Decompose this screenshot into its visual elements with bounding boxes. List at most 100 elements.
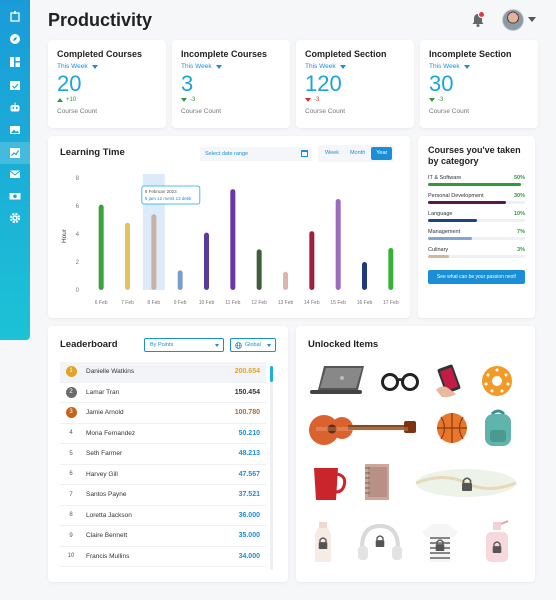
rank-cell: 5 [69, 450, 73, 457]
player-name: Harvey Gill [86, 470, 118, 478]
mail-icon[interactable] [9, 168, 21, 180]
rank-cell: 2 [60, 386, 82, 398]
chart-bar[interactable] [151, 214, 157, 290]
category-pct: 30% [513, 193, 525, 199]
glasses-icon[interactable] [380, 372, 420, 392]
chart-bar[interactable] [125, 222, 130, 290]
x-tick-label: 15 Feb [330, 300, 346, 306]
leaderboard-title: Leaderboard [60, 339, 118, 350]
table-row[interactable]: 7 Santos Payne 37.521 [60, 485, 266, 506]
category-pct: 10% [513, 211, 525, 217]
rank-cell: 9 [69, 532, 73, 539]
learning-title: Learning Time [60, 147, 125, 158]
player-name: Francis Mullins [86, 552, 130, 560]
chart-bar[interactable] [256, 249, 262, 290]
period-dropdown[interactable]: This Week [305, 63, 405, 70]
chart-bar[interactable] [335, 199, 341, 290]
scope-dropdown[interactable]: Global [230, 338, 276, 352]
table-row[interactable]: 3 Jamie Arnold 100.780 [60, 403, 266, 424]
category-name: Language [428, 211, 453, 217]
period-label: This Week [429, 63, 460, 70]
range-month[interactable]: Month [349, 150, 366, 156]
points-dropdown[interactable]: By Points [144, 338, 224, 352]
stat-value: 3 [181, 71, 194, 96]
chart-bar[interactable] [230, 189, 236, 290]
points-label: By Points [150, 342, 174, 348]
passion-button[interactable]: See what can be your passion next! [428, 270, 525, 284]
chevron-down-icon [215, 64, 222, 69]
lock-icon [462, 477, 472, 491]
arrow-down-icon [305, 98, 311, 102]
home-icon[interactable] [9, 10, 21, 22]
chart-bar[interactable] [388, 248, 394, 290]
chart-bar[interactable] [309, 231, 315, 290]
stat-delta: -3 [181, 97, 281, 103]
chart-bar[interactable] [283, 271, 288, 290]
category-bar-fill [428, 255, 450, 258]
stat-title: Incomplete Section [429, 49, 512, 59]
chart-bar[interactable] [177, 270, 183, 290]
range-year[interactable]: Year [371, 147, 393, 160]
image-icon[interactable] [9, 124, 21, 136]
player-score: 34.000 [238, 552, 260, 560]
gear-icon[interactable] [9, 212, 21, 224]
robot-icon[interactable] [9, 101, 21, 113]
scrollbar[interactable] [270, 366, 273, 570]
arrow-down-icon [181, 98, 187, 102]
category-bar [428, 237, 525, 240]
mug-icon[interactable] [310, 464, 348, 504]
stat-card-completed-courses: Completed Courses This Week 20 +10 Cours… [48, 40, 166, 128]
chart-icon[interactable] [0, 142, 30, 164]
player-name: Lamar Tran [86, 388, 120, 396]
chart-bar[interactable] [362, 262, 367, 290]
x-tick-label: 10 Feb [199, 300, 215, 306]
category-bar [428, 183, 525, 186]
stat-label: Course Count [57, 108, 98, 115]
category-bar-fill [428, 219, 477, 222]
date-range-picker[interactable]: Select date range [200, 147, 312, 161]
phone-icon[interactable] [436, 364, 464, 398]
table-row[interactable]: 9 Claire Bennett 35.000 [60, 526, 266, 547]
table-row[interactable]: 5 Seth Farmer 48.213 [60, 444, 266, 465]
headphones-icon[interactable] [356, 522, 404, 562]
dashboard-icon[interactable] [9, 56, 21, 68]
chevron-down-icon[interactable] [528, 17, 536, 22]
money-icon[interactable] [9, 190, 21, 202]
laptop-icon[interactable] [310, 364, 368, 396]
table-row[interactable]: 2 Lamar Tran 150.454 [60, 383, 266, 403]
category-item: Language 10% [428, 211, 525, 222]
table-row[interactable]: 1 Danielle Watkins 200.654 [60, 362, 266, 383]
period-dropdown[interactable]: This Week [429, 63, 529, 70]
category-item: Management 7% [428, 229, 525, 240]
table-row[interactable]: 8 Loretta Jackson 36.000 [60, 506, 266, 526]
shirt-icon[interactable] [420, 522, 460, 564]
backpack-icon[interactable] [482, 408, 514, 448]
compass-icon[interactable] [9, 33, 21, 45]
chart-bar[interactable] [204, 232, 209, 290]
table-row[interactable]: 4 Mona Fernandez 50.210 [60, 424, 266, 444]
calendar-check-icon[interactable] [9, 79, 21, 91]
leaderboard-list: 1 Danielle Watkins 200.654 2 Lamar Tran 150.4… [60, 362, 266, 567]
period-label: This Week [57, 63, 88, 70]
date-range-placeholder: Select date range [205, 151, 249, 157]
calendar-icon [301, 150, 308, 157]
range-week[interactable]: Week [325, 150, 339, 156]
avatar[interactable] [502, 9, 524, 31]
medal-icon: 2 [65, 386, 77, 398]
y-tick-label: 2 [76, 260, 80, 266]
tooltip-value: 5 jam 12 menit 13 detik [145, 196, 192, 201]
table-row[interactable]: 10 Francis Mullins 34.000 [60, 547, 266, 567]
donut-icon[interactable] [480, 364, 514, 398]
guitar-icon[interactable] [308, 408, 418, 448]
chevron-down-icon [267, 344, 271, 347]
category-bar [428, 201, 525, 204]
basketball-icon[interactable] [436, 412, 468, 444]
scrollbar-thumb[interactable] [270, 366, 273, 382]
delta-value: +10 [66, 97, 77, 103]
chart-bar[interactable] [98, 204, 104, 290]
chevron-down-icon [215, 344, 219, 347]
period-dropdown[interactable]: This Week [57, 63, 157, 70]
notebook-icon[interactable] [362, 462, 392, 502]
table-row[interactable]: 6 Harvey Gill 47.567 [60, 465, 266, 485]
period-dropdown[interactable]: This Week [181, 63, 281, 70]
